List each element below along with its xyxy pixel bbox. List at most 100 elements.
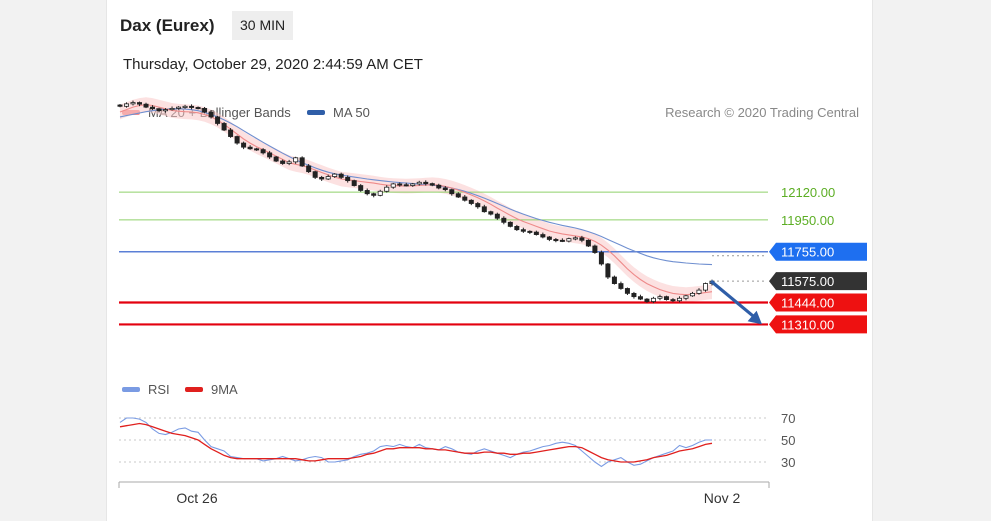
candle-body <box>455 193 461 198</box>
candle-body <box>234 136 240 144</box>
level-label: 11444.00 <box>781 296 834 311</box>
level-label: 11950.00 <box>781 213 834 228</box>
candle-body <box>663 296 669 300</box>
candle-body <box>462 196 468 201</box>
legend-9ma-swatch <box>185 387 203 392</box>
legend-9ma-label: 9MA <box>211 382 238 397</box>
candle-body <box>228 129 234 137</box>
candle-body <box>137 102 143 105</box>
candle-body <box>189 105 195 108</box>
candle-body <box>397 183 403 186</box>
candle-body <box>260 149 266 154</box>
legend-ma50-swatch <box>307 110 325 115</box>
legend-ma50-label: MA 50 <box>333 105 370 120</box>
candle-body <box>306 165 312 173</box>
chart-card: Dax (Eurex) 30 MIN Thursday, October 29,… <box>106 0 873 521</box>
candle-body <box>449 189 455 195</box>
candle-body <box>156 108 162 112</box>
candle-body <box>150 106 156 110</box>
level-label: 11575.00 <box>781 274 834 289</box>
candle-body <box>631 292 637 298</box>
projection-arrow-line <box>709 279 758 320</box>
candle-body <box>533 231 539 235</box>
x-tick-label: Nov 2 <box>704 490 741 506</box>
candle-body <box>507 221 513 227</box>
candle-body <box>468 199 474 204</box>
candle-body <box>163 109 169 112</box>
candle-body <box>657 296 663 299</box>
candle-body <box>605 263 611 278</box>
candle-body <box>592 245 598 253</box>
candle-body <box>559 239 565 242</box>
projection-arrow-head <box>747 310 762 325</box>
candle-body <box>202 108 208 113</box>
candle-body <box>572 237 578 240</box>
instrument-title: Dax (Eurex) <box>120 16 215 35</box>
rsi-9ma-line <box>119 422 713 463</box>
candle-body <box>618 283 624 289</box>
support-tag <box>769 315 867 334</box>
candle-body <box>299 157 305 167</box>
candle-body <box>345 176 351 182</box>
candle-body <box>332 173 338 177</box>
candle-body <box>566 238 572 242</box>
candle-body <box>182 105 188 108</box>
level-label: 12120.00 <box>781 185 835 200</box>
candle-body <box>293 157 299 163</box>
candle-body <box>130 102 136 105</box>
candle-body <box>325 176 331 180</box>
candle-body <box>358 185 364 191</box>
candle-body <box>390 183 396 188</box>
candle-body <box>176 106 182 109</box>
candle-body <box>488 211 494 215</box>
candle-body <box>124 103 130 107</box>
candle-body <box>494 213 500 219</box>
candle-body <box>598 252 604 265</box>
candle-body <box>169 108 175 111</box>
candle-body <box>683 295 689 299</box>
candle-body <box>384 186 390 192</box>
legend-rsi-label: RSI <box>148 382 170 397</box>
candle-body <box>221 123 227 131</box>
candle-body <box>195 107 201 110</box>
candle-body <box>650 297 656 302</box>
candle-body <box>475 203 481 208</box>
price-plot: 12120.00 11950.00 11755.00 11575.00 11444.00… <box>117 97 867 334</box>
candle-body <box>514 225 520 231</box>
candle-body <box>364 190 370 195</box>
candle-body <box>215 116 221 124</box>
candle-body <box>267 152 273 158</box>
candle-body <box>670 299 676 302</box>
candle-body <box>254 148 260 151</box>
rsi-plot: 70 50 30 <box>119 411 795 470</box>
current-price-tag <box>769 272 867 291</box>
candle-body <box>481 206 487 213</box>
candle-body <box>501 217 507 223</box>
candle-body <box>585 239 591 247</box>
candle-body <box>644 298 650 302</box>
candle-body <box>423 181 429 184</box>
candle-body <box>286 161 292 164</box>
interval-badge[interactable]: 30 MIN <box>232 11 294 40</box>
legend-rsi-swatch <box>122 387 140 392</box>
candle-body <box>410 183 416 186</box>
candle-body <box>579 237 585 241</box>
candle-body <box>338 173 344 178</box>
rsi-line <box>119 417 712 468</box>
resistance-tag <box>769 242 867 261</box>
candle-body <box>247 146 253 150</box>
candle-body <box>117 104 123 107</box>
bollinger-band <box>120 97 712 302</box>
candle-body <box>624 288 630 294</box>
candle-body <box>611 276 617 284</box>
candle-body <box>143 103 149 108</box>
candle-body <box>403 184 409 187</box>
candle-body <box>436 184 442 189</box>
support-tag <box>769 293 867 312</box>
candle-body <box>280 160 286 164</box>
candle-body <box>553 239 559 242</box>
candle-body <box>351 180 357 186</box>
level-label: 11755.00 <box>781 245 834 260</box>
candle-body <box>241 142 247 148</box>
